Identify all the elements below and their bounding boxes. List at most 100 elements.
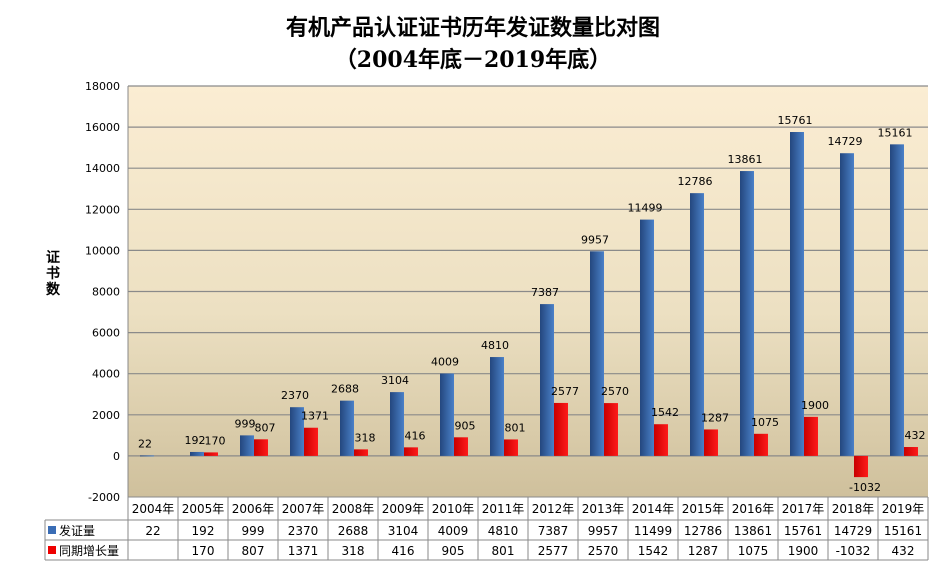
data-label: 999 — [235, 417, 256, 430]
category-label: 2007年 — [282, 502, 325, 516]
table-cell: 170 — [192, 544, 215, 558]
data-label: 1287 — [701, 411, 729, 424]
category-label: 2019年 — [882, 502, 925, 516]
y-tick-label: 16000 — [85, 121, 120, 134]
table-cell: 4009 — [438, 524, 469, 538]
table-cell: 416 — [392, 544, 415, 558]
bar-issued — [240, 435, 254, 456]
y-tick-label: 4000 — [92, 368, 120, 381]
data-label: 2688 — [331, 383, 359, 396]
y-tick-label: -2000 — [88, 491, 120, 504]
bar-issued — [490, 357, 504, 456]
data-label: 15161 — [878, 126, 913, 139]
bar-issued — [390, 392, 404, 456]
bar-issued — [690, 193, 704, 456]
bar-growth — [854, 455, 868, 478]
bar-growth — [604, 403, 618, 456]
bar-issued — [640, 219, 654, 456]
data-label: 9957 — [581, 233, 609, 246]
table-cell: 1075 — [738, 544, 769, 558]
table-cell: 2370 — [288, 524, 319, 538]
data-label: 2577 — [551, 385, 579, 398]
table-cell: 2577 — [538, 544, 569, 558]
data-label: 2570 — [601, 385, 629, 398]
category-label: 2012年 — [532, 502, 575, 516]
y-tick-label: 10000 — [85, 244, 120, 257]
data-label: 13861 — [728, 153, 763, 166]
data-label: 416 — [405, 429, 426, 442]
y-tick-label: 6000 — [92, 327, 120, 340]
chart-subtitle: （2004年底－2019年底） — [334, 47, 612, 73]
data-label: -1032 — [849, 481, 881, 494]
bar-issued — [790, 132, 804, 456]
category-label: 2014年 — [632, 502, 675, 516]
data-label: 14729 — [828, 135, 863, 148]
data-label: 170 — [205, 434, 226, 447]
table-cell: 14729 — [834, 524, 872, 538]
bar-issued — [740, 171, 754, 456]
bar-growth — [904, 447, 918, 456]
category-label: 2018年 — [832, 502, 875, 516]
data-label: 15761 — [778, 114, 813, 127]
table-cell: 905 — [442, 544, 465, 558]
bar-growth — [304, 427, 318, 456]
category-label: 2017年 — [782, 502, 825, 516]
bar-issued — [890, 144, 904, 456]
category-label: 2010年 — [432, 502, 475, 516]
data-label: 1542 — [651, 406, 679, 419]
data-label: 4009 — [431, 356, 459, 369]
y-tick-label: 14000 — [85, 162, 120, 175]
bar-growth — [654, 424, 668, 456]
table-cell: 192 — [192, 524, 215, 538]
bar-growth — [254, 439, 268, 456]
legend-swatch — [48, 546, 56, 554]
bar-issued — [340, 400, 354, 456]
table-cell: 11499 — [634, 524, 672, 538]
legend-label: 同期增长量 — [59, 544, 119, 558]
table-cell: 22 — [145, 524, 160, 538]
table-cell: 12786 — [684, 524, 722, 538]
bar-issued — [290, 407, 304, 456]
bar-issued — [840, 153, 854, 456]
table-cell: 999 — [242, 524, 265, 538]
data-label: 801 — [505, 421, 526, 434]
category-label: 2016年 — [732, 502, 775, 516]
data-label: 3104 — [381, 374, 409, 387]
data-label: 12786 — [678, 175, 713, 188]
category-label: 2011年 — [482, 502, 525, 516]
data-label: 11499 — [628, 202, 663, 215]
table-cell: -1032 — [836, 544, 871, 558]
table-cell: 1542 — [638, 544, 669, 558]
table-cell: 1900 — [788, 544, 819, 558]
data-label: 1900 — [801, 399, 829, 412]
bar-growth — [454, 437, 468, 456]
data-label: 4810 — [481, 339, 509, 352]
table-cell: 432 — [892, 544, 915, 558]
data-label: 318 — [355, 431, 376, 444]
bar-issued — [540, 304, 554, 456]
table-cell: 15161 — [884, 524, 922, 538]
chart-title: 有机产品认证证书历年发证数量比对图 — [285, 15, 660, 41]
bar-growth — [754, 433, 768, 456]
bar-growth — [204, 452, 218, 456]
y-axis-label: 证书数 — [46, 250, 60, 298]
bar-issued — [190, 451, 204, 456]
category-label: 2004年 — [132, 502, 175, 516]
bar-growth — [804, 416, 818, 456]
table-cell: 3104 — [388, 524, 419, 538]
data-label: 905 — [455, 419, 476, 432]
bar-growth — [704, 429, 718, 456]
category-label: 2008年 — [332, 502, 375, 516]
category-label: 2013年 — [582, 502, 625, 516]
table-cell: 15761 — [784, 524, 822, 538]
bar-growth — [504, 439, 518, 456]
bar-issued — [440, 373, 454, 456]
y-tick-label: 18000 — [85, 80, 120, 93]
category-label: 2005年 — [182, 502, 225, 516]
table-cell: 1287 — [688, 544, 719, 558]
table-cell: 1371 — [288, 544, 319, 558]
bar-growth — [354, 449, 368, 456]
data-label: 2370 — [281, 389, 309, 402]
